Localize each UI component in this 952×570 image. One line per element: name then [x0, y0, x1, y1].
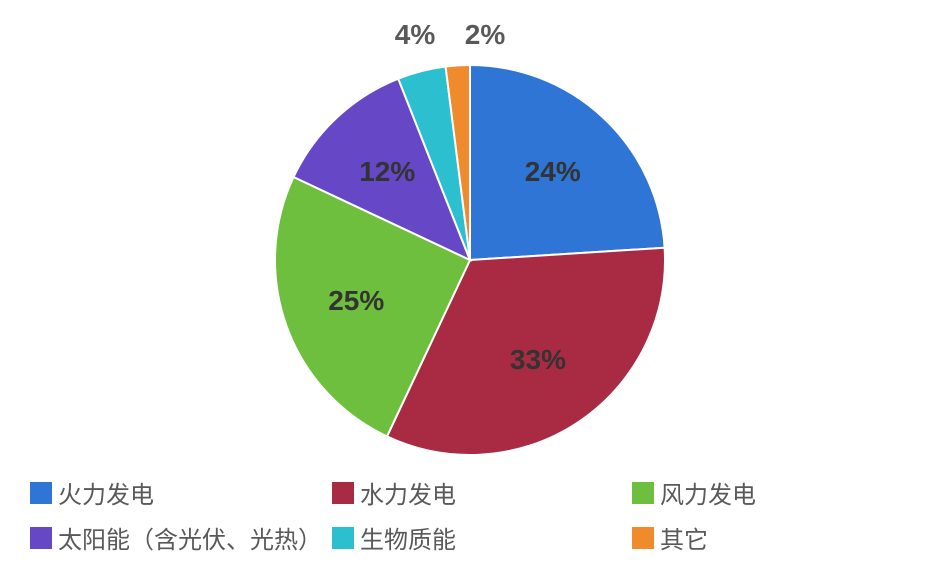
legend-item-hydro: 水力发电 — [332, 475, 622, 510]
pie-chart-container: 火力发电 水力发电 风力发电 太阳能（含光伏、光热） 生物质能 其它 24% 33… — [0, 0, 952, 570]
legend: 火力发电 水力发电 风力发电 太阳能（含光伏、光热） 生物质能 其它 — [30, 475, 922, 555]
legend-label: 风力发电 — [660, 475, 756, 510]
legend-item-thermal: 火力发电 — [30, 475, 322, 510]
legend-label: 水力发电 — [360, 475, 456, 510]
legend-label: 生物质能 — [360, 520, 456, 555]
legend-label: 太阳能（含光伏、光热） — [58, 520, 322, 555]
slice-label: 12% — [359, 156, 415, 188]
legend-item-other: 其它 — [632, 520, 922, 555]
legend-item-wind: 风力发电 — [632, 475, 922, 510]
slice-label: 24% — [525, 156, 581, 188]
legend-item-biomass: 生物质能 — [332, 520, 622, 555]
legend-swatch-biomass — [332, 527, 354, 549]
legend-label: 火力发电 — [58, 475, 154, 510]
slice-label: 33% — [510, 344, 566, 376]
legend-swatch-solar — [30, 527, 52, 549]
legend-swatch-hydro — [332, 482, 354, 504]
slice-label: 4% — [395, 19, 435, 51]
legend-swatch-thermal — [30, 482, 52, 504]
legend-label: 其它 — [660, 520, 708, 555]
legend-swatch-other — [632, 527, 654, 549]
legend-item-solar: 太阳能（含光伏、光热） — [30, 520, 322, 555]
slice-label: 25% — [328, 285, 384, 317]
slice-label: 2% — [465, 19, 505, 51]
legend-swatch-wind — [632, 482, 654, 504]
